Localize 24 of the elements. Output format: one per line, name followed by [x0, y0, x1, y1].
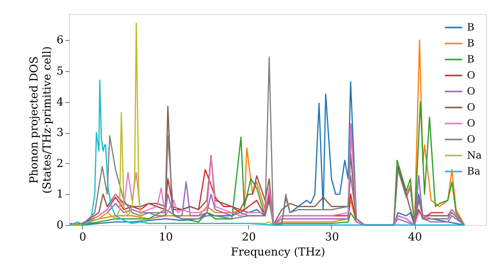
legend-label: O	[467, 118, 476, 130]
legend-label: Ba	[467, 166, 480, 178]
y-tick-label: 4	[56, 95, 64, 108]
legend-label: B	[467, 54, 474, 66]
legend-label: Na	[467, 150, 482, 162]
legend-label: O	[467, 70, 476, 82]
y-tick-label: 6	[56, 34, 64, 47]
x-tick-label: 30	[324, 230, 339, 244]
x-tick-label: 10	[158, 230, 173, 244]
y-tick-label: 3	[56, 126, 64, 140]
x-tick-label: 40	[408, 230, 422, 244]
legend-label: O	[467, 102, 476, 114]
y-tick-label: 5	[56, 64, 64, 78]
legend-label: O	[467, 86, 476, 98]
y-tick-label: 0	[56, 218, 64, 232]
x-tick-label: 0	[79, 230, 86, 244]
legend-label: B	[467, 38, 474, 50]
y-axis-title: Phonon projected DOS (States/THz·primitive cell)	[28, 46, 54, 194]
x-axis-title: Frequency (THz)	[230, 246, 326, 258]
legend-label: O	[467, 134, 476, 146]
y-tick-label: 1	[56, 188, 64, 201]
legend-label: B	[467, 22, 474, 34]
y-tick-label: 2	[56, 156, 64, 170]
x-tick-label: 20	[242, 230, 256, 244]
